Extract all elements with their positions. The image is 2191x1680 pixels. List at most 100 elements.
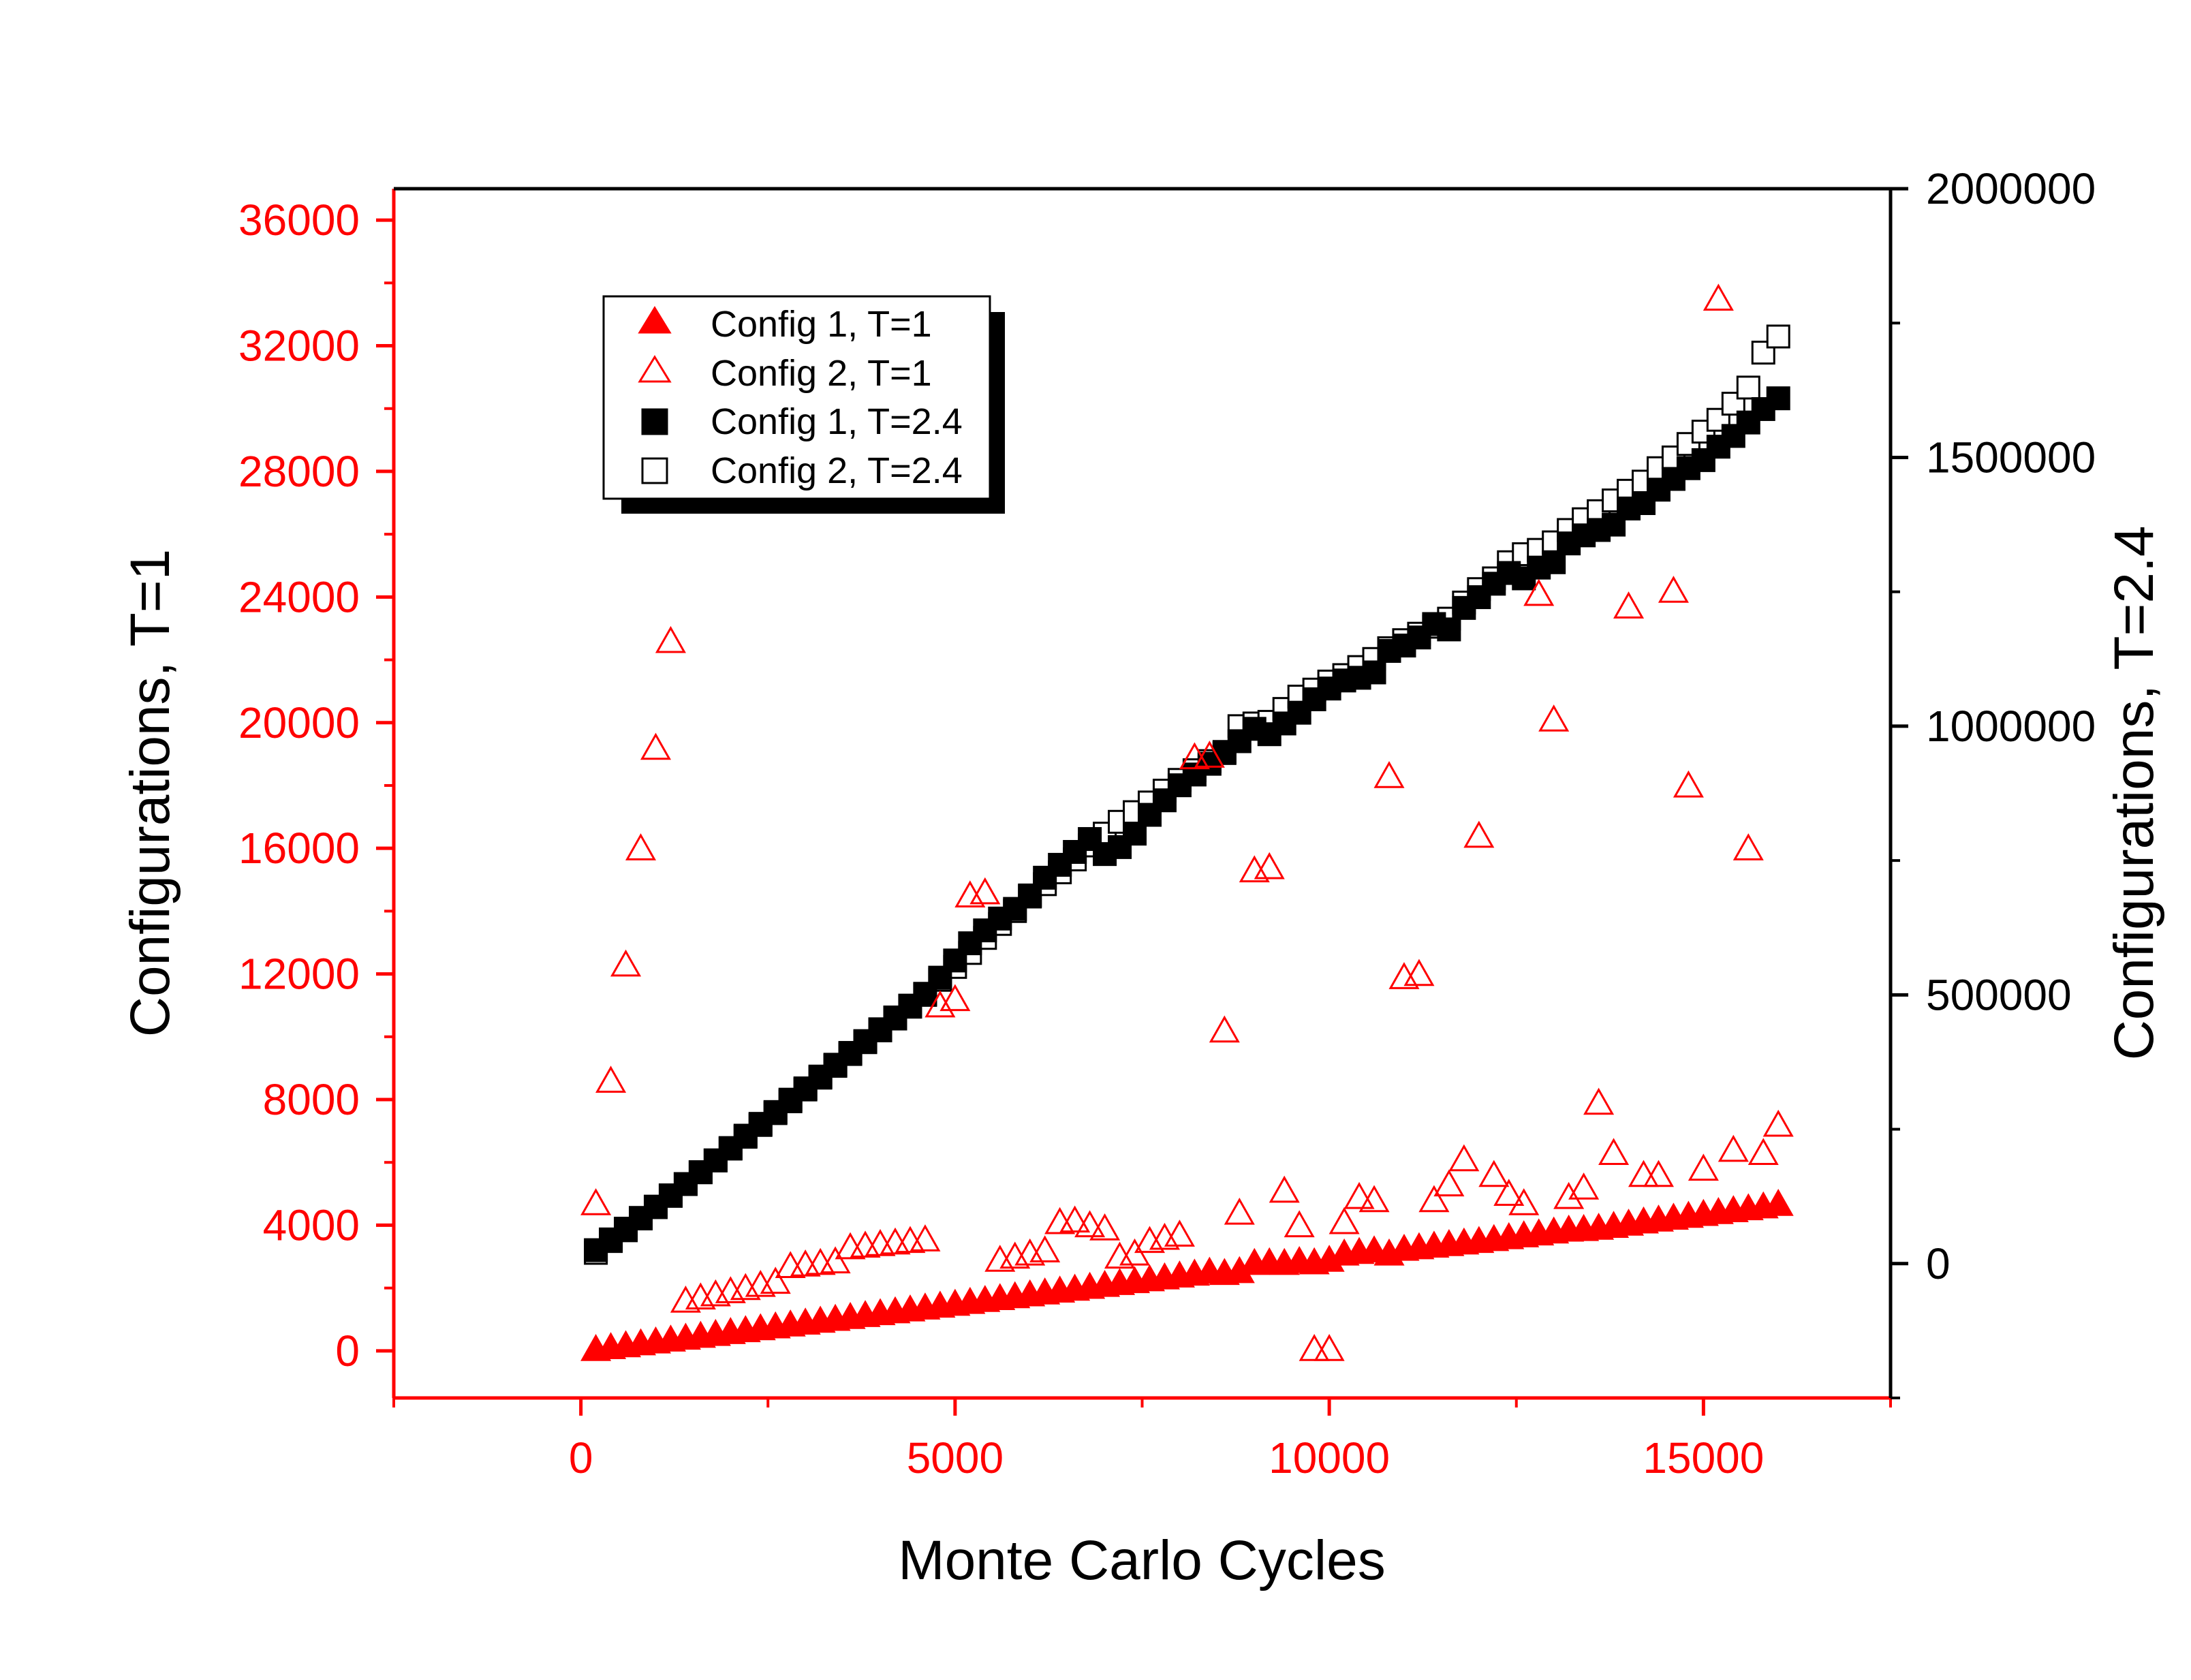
legend-label-config1-t24: Config 1, T=2.4 [711,401,963,442]
point-config2-t1 [1643,1160,1674,1187]
point-config1-t24 [1467,585,1491,610]
x-tick-label: 5000 [907,1433,1004,1482]
y-left-tick-label: 4000 [263,1200,360,1249]
point-config2-t1 [1284,1210,1315,1238]
point-config1-t24 [1362,660,1386,685]
point-config2-t1 [1493,1179,1525,1206]
point-config2-t1 [1448,1144,1480,1172]
point-config2-t1 [1418,1185,1450,1213]
point-config2-t1 [775,1251,806,1279]
point-config1-t24 [1407,625,1431,650]
point-config2-t1 [1703,283,1734,311]
point-config1-t24 [1721,424,1745,448]
legend-label-config2-t1: Config 2, T=1 [711,353,932,394]
point-config2-t1 [924,990,956,1018]
x-tick-label: 0 [569,1433,593,1482]
legend-marker-filled-triangle [638,306,672,334]
y-left-tick-label: 16000 [238,824,360,873]
point-config2-t1 [1314,1334,1345,1361]
point-config2-t1 [1254,852,1285,880]
legend-item-config2-t24: Config 2, T=2.4 [641,450,963,491]
point-config2-t1 [1328,1207,1360,1234]
point-config2-t1 [835,1232,866,1260]
y-right-tick-label: 2000000 [1926,164,2096,213]
point-config2-t1 [1403,959,1435,986]
legend-item-config1-t1: Config 1, T=1 [638,304,932,345]
y-left-tick-label: 20000 [238,698,360,747]
legend-label-config2-t24: Config 2, T=2.4 [711,450,963,491]
y-axis-left-title: Configurations, T=1 [119,549,181,1037]
point-config2-t1 [1658,576,1689,603]
point-config2-t1 [1299,1334,1330,1361]
point-config2-t1 [1568,1172,1600,1200]
point-config2-t1 [1688,1153,1719,1181]
point-config2-t1 [939,984,971,1012]
y-left-tick-label: 36000 [238,196,360,245]
legend-item-config1-t24: Config 1, T=2.4 [641,401,963,442]
point-config2-t1 [969,877,1001,905]
point-config1-t24 [1631,491,1656,515]
x-tick-label: 10000 [1269,1433,1390,1482]
point-config2-t1 [1523,578,1555,606]
point-config1-t1 [1762,1189,1794,1216]
point-config2-t1 [1583,1087,1615,1115]
y-left-tick-label: 32000 [238,322,360,371]
point-config2-t1 [1508,1188,1540,1215]
point-config1-t24 [1123,822,1147,846]
legend-marker-open-triangle [638,355,672,383]
point-config2-t1 [1029,1235,1061,1262]
y-left-tick-label: 8000 [263,1075,360,1124]
series-layer [580,283,1794,1361]
point-config2-t1 [910,1224,941,1251]
point-config2-t1 [1478,1160,1510,1187]
point-config2-t1 [1059,1205,1091,1233]
point-config2-t1 [1463,820,1495,848]
point-config2-t1 [1598,1138,1630,1166]
point-config1-t24 [1691,448,1715,472]
point-config2-t24 [1736,375,1760,400]
point-config1-t24 [1437,617,1461,642]
point-config2-t1 [1373,761,1405,788]
point-config2-t1 [640,732,672,760]
point-config2-t1 [1089,1213,1121,1241]
point-config2-t1 [1358,1185,1390,1213]
series-triangle-filled [580,1189,1794,1361]
y-right-tick-label: 1000000 [1926,702,2096,751]
point-config2-t1 [1164,1219,1195,1247]
point-config2-t1 [1613,591,1645,619]
legend-marker-open-square [641,457,668,484]
point-config1-t24 [1018,883,1042,907]
point-config2-t1 [760,1266,791,1294]
point-config2-t1 [1433,1169,1465,1197]
point-config2-t1 [1269,1175,1300,1203]
point-config2-t1 [1224,1197,1255,1225]
point-config2-t1 [1538,704,1570,732]
y-left-tick-label: 28000 [238,447,360,496]
point-config1-t24 [1227,729,1252,753]
ticks-layer: 0 5000 10000 15000 0 4000 8000 12000 16000 20000 2… [238,164,2096,1482]
legend-item-config2-t1: Config 2, T=1 [638,353,932,394]
series-triangle-open [580,283,1794,1361]
point-config2-t1 [625,833,657,860]
point-config2-t1 [1194,741,1225,768]
point-config2-t1 [1747,1138,1779,1166]
y-right-tick-label: 0 [1926,1239,1951,1288]
legend-marker-filled-square [641,408,668,435]
point-config2-t1 [1044,1207,1076,1234]
y-right-tick-label: 500000 [1926,970,2072,1019]
point-config2-t1 [1343,1181,1375,1209]
y-left-tick-label: 0 [335,1326,360,1375]
point-config1-t24 [1766,386,1790,411]
point-config2-t1 [655,625,686,653]
point-config1-t24 [1287,700,1311,725]
legend: Config 1, T=1 Config 2, T=1 Config 1, T=… [602,295,1005,514]
x-axis-title: Monte Carlo Cycles [898,1529,1385,1591]
y-right-tick-label: 1500000 [1926,433,2096,482]
point-config2-t1 [580,1188,612,1215]
point-config2-t1 [1628,1160,1660,1187]
point-config2-t1 [610,949,642,977]
y-left-tick-label: 12000 [238,950,360,999]
point-config2-t1 [820,1246,851,1274]
point-config2-t1 [1074,1210,1106,1238]
